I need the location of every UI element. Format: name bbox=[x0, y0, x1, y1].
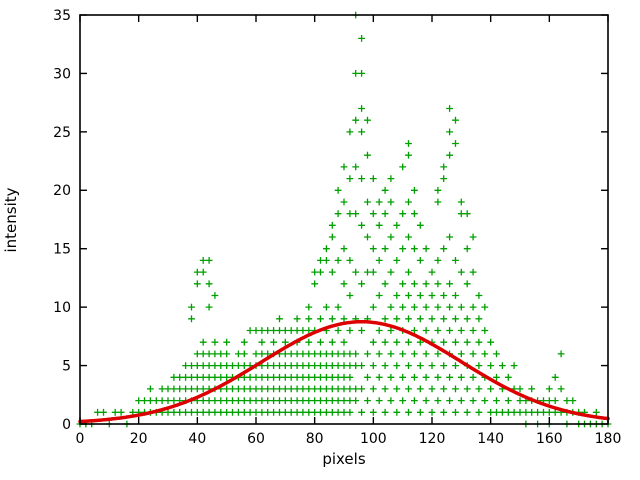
x-axis-label: pixels bbox=[322, 450, 366, 468]
y-tick-label: 25 bbox=[53, 125, 71, 141]
x-tick-label: 40 bbox=[188, 431, 206, 447]
y-tick-label: 0 bbox=[62, 417, 71, 433]
y-tick-label: 5 bbox=[62, 358, 71, 374]
y-tick-label: 30 bbox=[53, 66, 71, 82]
plot-layers: 0 20 40 60 80 100 120 140 160 180 0 5 10 15 20 25 30 35 bbox=[53, 8, 621, 447]
fit-curve bbox=[78, 320, 610, 424]
plot-border bbox=[79, 14, 609, 425]
x-tick-label: 100 bbox=[360, 431, 387, 447]
x-tick-label: 120 bbox=[419, 431, 446, 447]
x-tick-label: 60 bbox=[247, 431, 265, 447]
x-tick-label: 160 bbox=[536, 431, 563, 447]
y-tick-label: 20 bbox=[53, 183, 71, 199]
x-tick-label: 20 bbox=[130, 431, 148, 447]
y-axis-label: intensity bbox=[2, 187, 20, 252]
y-tick-label: 15 bbox=[53, 242, 71, 258]
y-tick-label: 35 bbox=[53, 8, 71, 24]
x-tick-label: 140 bbox=[477, 431, 504, 447]
scatter-points bbox=[76, 11, 612, 428]
x-tick-label: 180 bbox=[595, 431, 622, 447]
x-tick-label: 0 bbox=[76, 431, 85, 447]
x-tick-label: 80 bbox=[306, 431, 324, 447]
y-tick-label: 10 bbox=[53, 300, 71, 316]
